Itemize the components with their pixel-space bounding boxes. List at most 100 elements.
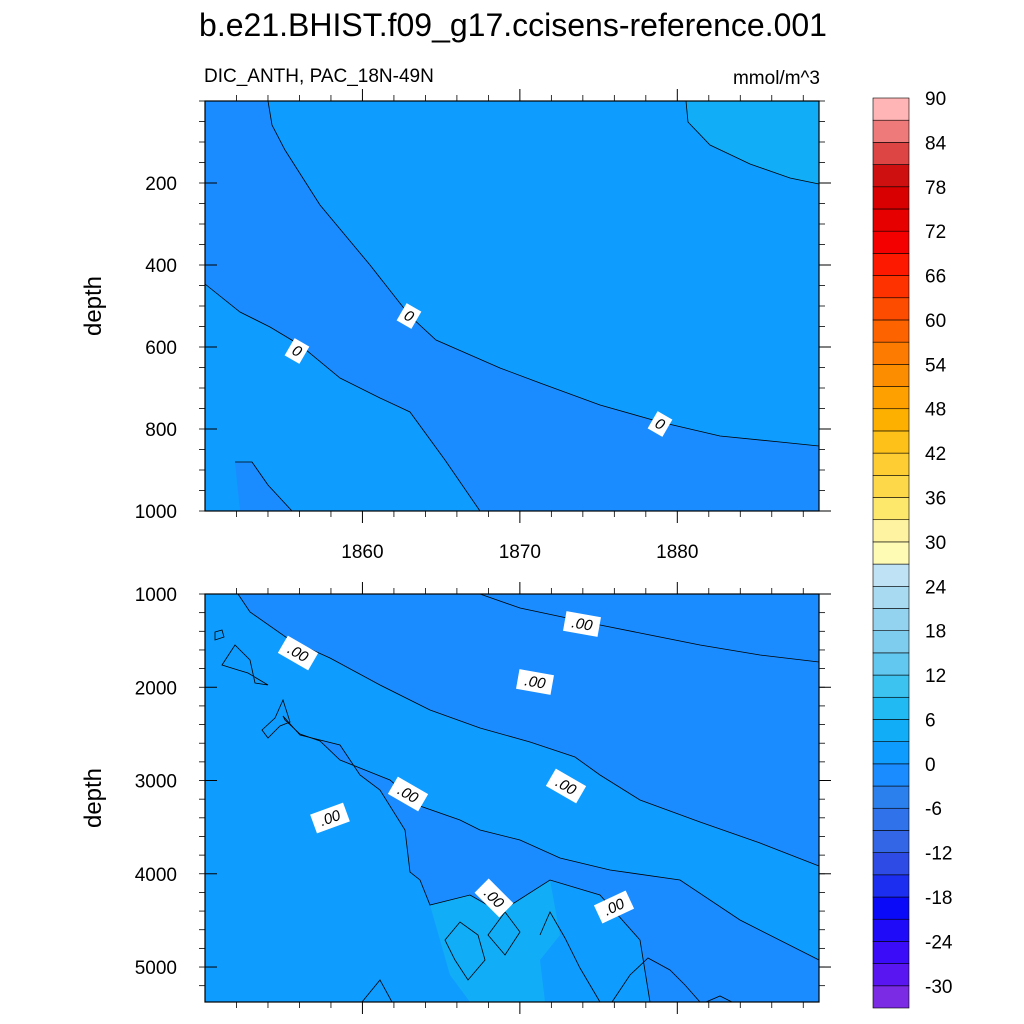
colorbar-tick-label: -30 xyxy=(925,977,952,998)
lower-y-tick-label: 5000 xyxy=(135,958,177,979)
colorbar-tick-label: -24 xyxy=(925,932,953,953)
colorbar: -30 -24 -18 -12 -6 0 6 12 18 24 30 36 42 48 54 60 66 72 78… xyxy=(872,89,953,1009)
upper-contour-line-2 xyxy=(204,283,481,512)
colorbar-swatch xyxy=(872,386,910,410)
colorbar-swatch xyxy=(872,941,910,964)
colorbar-tick-label: 30 xyxy=(925,533,946,554)
x-tick-label: 1880 xyxy=(656,542,698,563)
colorbar-swatch xyxy=(872,475,910,498)
lower-contour-label-bg xyxy=(277,635,319,671)
colorbar-tick-label: 36 xyxy=(925,489,946,510)
colorbar-tick-label: 42 xyxy=(925,444,946,465)
lower-contour-label-bg xyxy=(387,776,429,812)
upper-contour-label: 0 xyxy=(647,411,673,437)
chart-title: b.e21.BHIST.f09_g17.ccisens-reference.00… xyxy=(199,7,827,43)
colorbar-tick-label: 90 xyxy=(925,89,946,110)
lower-contour-line-9 xyxy=(487,911,521,956)
upper-y-tick-label: 400 xyxy=(145,256,177,277)
lower-contour-line-5 xyxy=(214,629,225,641)
lower-fill-top-right xyxy=(480,594,819,662)
lower-y-tick-label: 2000 xyxy=(135,678,177,699)
colorbar-tick-label: 84 xyxy=(925,133,947,154)
lower-contour-line-10 xyxy=(539,911,601,1003)
lower-contour-label-bg xyxy=(516,669,554,695)
upper-contour-line-4 xyxy=(235,461,293,512)
colorbar-swatch xyxy=(872,164,910,188)
lower-contour-label-text: .00 xyxy=(317,807,343,830)
lower-contour-label-text: .00 xyxy=(523,672,547,692)
upper-fill-light-left xyxy=(205,284,480,511)
colorbar-swatch xyxy=(872,741,910,765)
colorbar-swatch xyxy=(872,408,910,432)
colorbar-swatch xyxy=(872,696,910,720)
upper-contour-label-bg xyxy=(647,411,673,437)
colorbar-tick-label: 0 xyxy=(925,755,936,776)
colorbar-swatch xyxy=(872,785,910,809)
colorbar-swatch xyxy=(872,142,910,165)
lower-contour-label-text: .00 xyxy=(570,614,594,634)
lower-contour-label-bg xyxy=(474,878,514,918)
lower-contour-label-bg xyxy=(593,890,635,924)
colorbar-swatch xyxy=(872,852,910,876)
colorbar-tick-label: 54 xyxy=(925,355,947,376)
colorbar-tick-label: 60 xyxy=(925,311,946,332)
lower-y-axis-title: depth xyxy=(80,768,107,828)
colorbar-swatch xyxy=(872,874,910,898)
colorbar-swatch xyxy=(872,319,910,343)
colorbar-swatch xyxy=(872,430,910,454)
upper-y-axis-title: depth xyxy=(80,276,107,336)
upper-panel: 0 0 0 200 400 600 800 1000 1860 1870 1880 depth xyxy=(80,89,831,563)
upper-y-tick-label: 800 xyxy=(145,420,177,441)
upper-fill-light-topright xyxy=(268,101,819,446)
colorbar-swatch xyxy=(872,630,910,654)
colorbar-swatch xyxy=(872,541,910,565)
colorbar-tick-label: -18 xyxy=(925,888,952,909)
lower-contour-label-bg xyxy=(563,611,601,637)
upper-contour-label: 0 xyxy=(396,303,422,329)
colorbar-swatch xyxy=(872,763,910,787)
upper-contour-label: 0 xyxy=(284,338,310,364)
colorbar-swatch xyxy=(872,830,910,853)
colorbar-tick-label: 18 xyxy=(925,622,946,643)
colorbar-swatch xyxy=(872,896,910,920)
colorbar-swatch xyxy=(872,364,910,387)
upper-fill-corner xyxy=(686,101,819,184)
lower-contour-line-11 xyxy=(611,957,701,1003)
lower-y-tick-label: 4000 xyxy=(135,865,177,886)
colorbar-swatch xyxy=(872,452,910,476)
colorbar-swatch xyxy=(872,652,910,676)
lower-contour-label-bg xyxy=(545,768,587,804)
chart-subtitle: DIC_ANTH, PAC_18N-49N xyxy=(204,66,434,87)
units-label: mmol/m^3 xyxy=(733,68,820,89)
colorbar-tick-label: 12 xyxy=(925,666,946,687)
upper-y-tick-label: 1000 xyxy=(135,502,177,523)
lower-contour-line-12 xyxy=(361,979,393,1003)
colorbar-swatch xyxy=(872,719,910,742)
colorbar-swatch xyxy=(872,985,910,1009)
colorbar-swatch xyxy=(872,918,910,942)
colorbar-swatch xyxy=(872,97,910,121)
upper-fill-pocket xyxy=(235,462,292,511)
lower-contour-line-13 xyxy=(705,995,733,1003)
colorbar-tick-label: 72 xyxy=(925,222,946,243)
colorbar-tick-label: 66 xyxy=(925,267,946,288)
colorbar-swatch xyxy=(872,585,910,609)
upper-y-tick-label: 600 xyxy=(145,338,177,359)
colorbar-tick-label: -6 xyxy=(925,799,942,820)
colorbar-swatch xyxy=(872,341,910,365)
lower-y-tick-label: 3000 xyxy=(135,772,177,793)
colorbar-swatch xyxy=(872,608,910,631)
lower-contour-label: .00 xyxy=(516,669,554,695)
colorbar-swatch xyxy=(872,297,910,321)
colorbar-swatch xyxy=(872,807,910,831)
colorbar-tick-label: -12 xyxy=(925,844,952,865)
upper-y-tick-label: 200 xyxy=(145,174,177,195)
lower-contour-line-2 xyxy=(479,593,820,663)
lower-contour-line-6 xyxy=(221,644,269,686)
upper-contour-label-bg xyxy=(396,303,422,329)
colorbar-swatch xyxy=(872,563,910,587)
colorbar-tick-label: 48 xyxy=(925,400,946,421)
lower-contour-line-7 xyxy=(261,698,291,739)
colorbar-swatch xyxy=(872,119,910,143)
